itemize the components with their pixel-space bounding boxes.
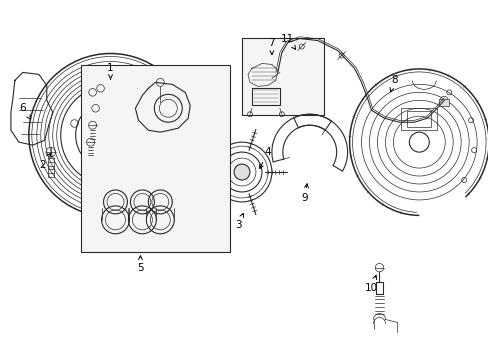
Text: 4: 4 (259, 147, 271, 168)
Circle shape (234, 164, 249, 180)
Circle shape (94, 119, 126, 151)
Text: 2: 2 (40, 153, 50, 170)
Bar (401, 108, 436, 130)
Text: 10: 10 (364, 275, 377, 293)
Bar (407, 111, 430, 127)
Text: 6: 6 (20, 103, 31, 119)
Text: 7: 7 (268, 37, 275, 55)
Bar (81, 66, 229, 252)
Bar (242, 37, 323, 115)
Text: 9: 9 (301, 184, 308, 203)
Text: 5: 5 (137, 256, 143, 273)
Text: 8: 8 (389, 75, 397, 92)
Text: 11: 11 (281, 33, 295, 49)
Bar (438, 99, 448, 106)
Text: 1: 1 (107, 63, 114, 79)
Text: 3: 3 (234, 213, 243, 230)
